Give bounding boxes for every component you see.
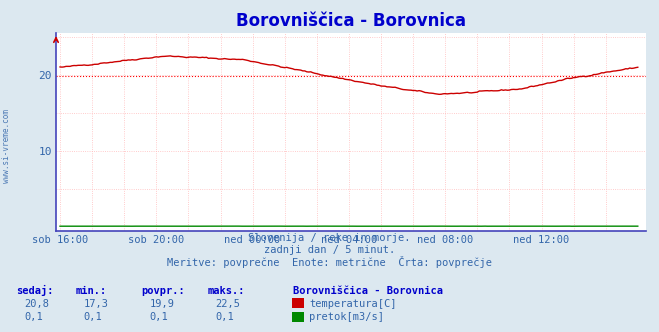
Text: 17,3: 17,3 [84,299,109,309]
Text: 0,1: 0,1 [215,312,234,322]
Text: 0,1: 0,1 [24,312,43,322]
Text: www.si-vreme.com: www.si-vreme.com [2,109,11,183]
Text: Borovniščica - Borovnica: Borovniščica - Borovnica [293,286,444,296]
Text: povpr.:: povpr.: [142,286,185,296]
Text: maks.:: maks.: [208,286,245,296]
Text: sedaj:: sedaj: [16,285,54,296]
Text: pretok[m3/s]: pretok[m3/s] [309,312,384,322]
Text: min.:: min.: [76,286,107,296]
Title: Borovniščica - Borovnica: Borovniščica - Borovnica [236,12,466,30]
Text: 19,9: 19,9 [150,299,175,309]
Text: 0,1: 0,1 [150,312,168,322]
Text: 22,5: 22,5 [215,299,241,309]
Text: Meritve: povprečne  Enote: metrične  Črta: povprečje: Meritve: povprečne Enote: metrične Črta:… [167,256,492,268]
Text: 0,1: 0,1 [84,312,102,322]
Text: temperatura[C]: temperatura[C] [309,299,397,309]
Text: zadnji dan / 5 minut.: zadnji dan / 5 minut. [264,245,395,255]
Text: 20,8: 20,8 [24,299,49,309]
Text: Slovenija / reke in morje.: Slovenija / reke in morje. [248,233,411,243]
